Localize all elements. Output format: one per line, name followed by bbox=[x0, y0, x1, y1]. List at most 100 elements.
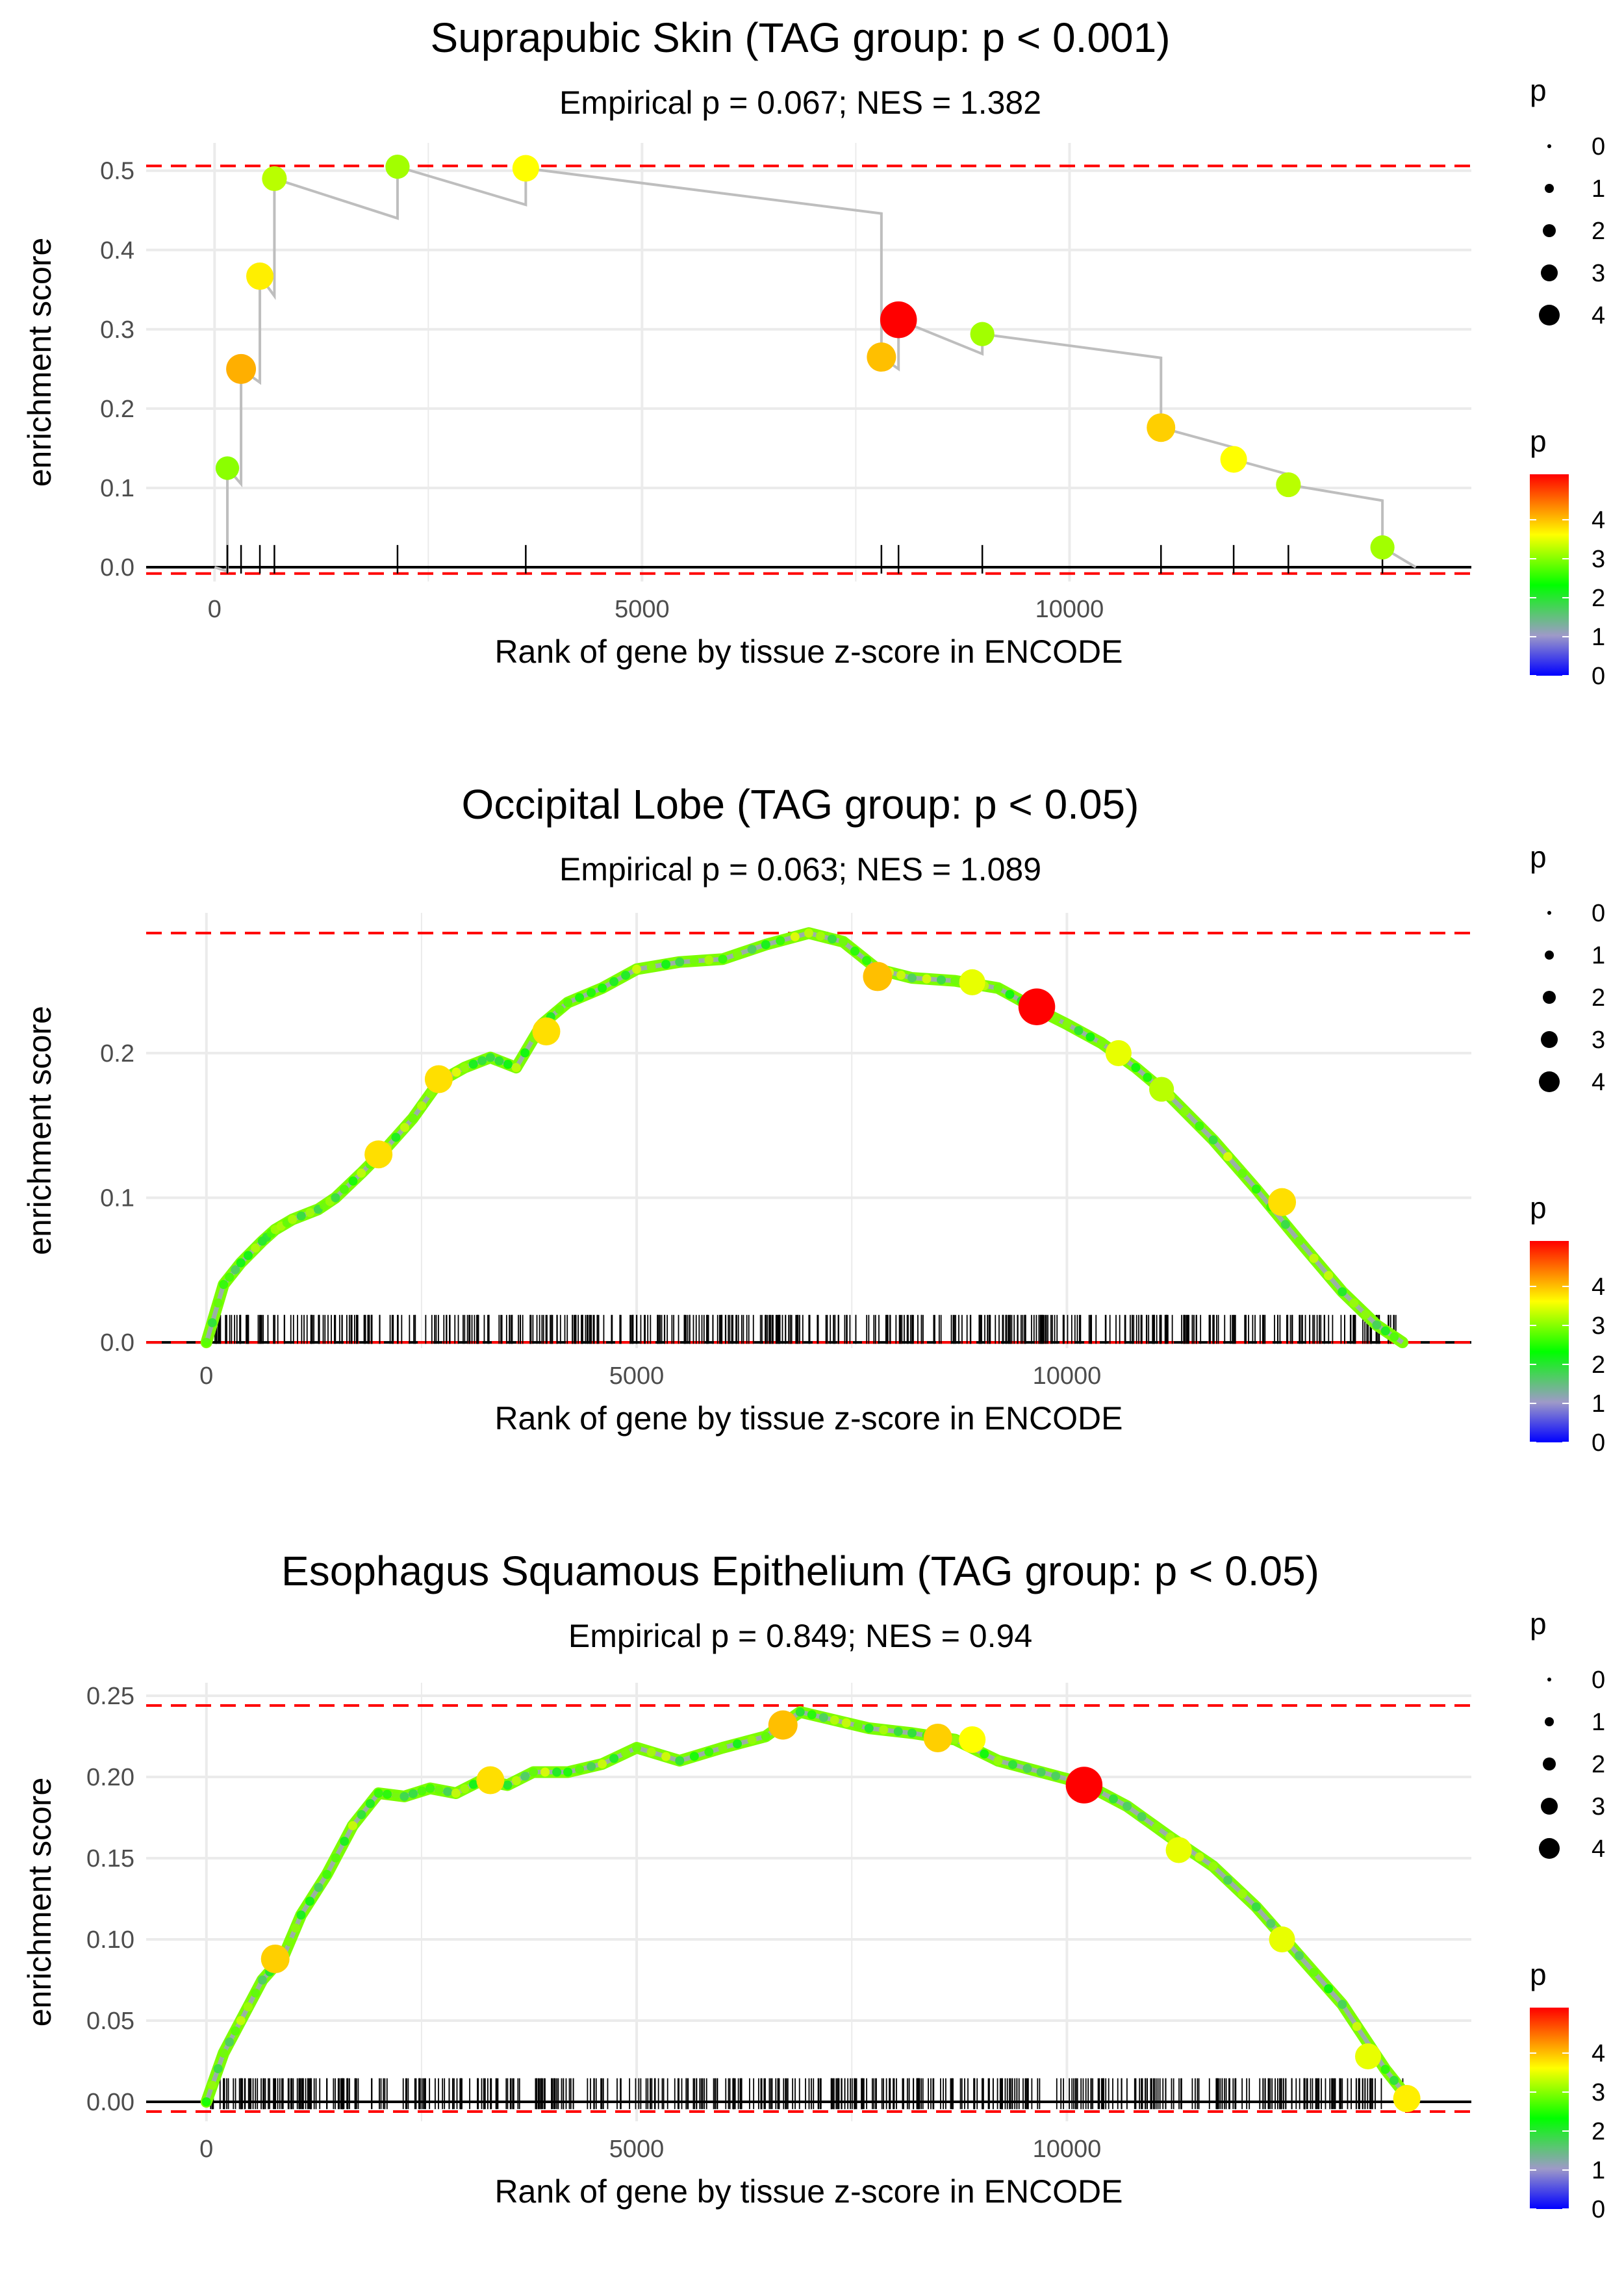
curve-point bbox=[1008, 1759, 1017, 1769]
curve-point bbox=[1208, 1135, 1218, 1145]
curve-point bbox=[1223, 1875, 1233, 1885]
curve-point bbox=[236, 1258, 246, 1268]
curve-point bbox=[646, 962, 656, 972]
curve-point bbox=[922, 974, 932, 984]
chart-title: Esophagus Squamous Epithelium (TAG group… bbox=[281, 1548, 1319, 1594]
curve-point bbox=[236, 2016, 246, 2025]
curve-point bbox=[575, 1765, 585, 1774]
curve-point bbox=[503, 1060, 513, 1069]
curve-point bbox=[365, 1799, 375, 1808]
curve-point bbox=[305, 1897, 314, 1906]
curve-point bbox=[1195, 1121, 1204, 1131]
color-legend-label: 1 bbox=[1592, 2157, 1605, 2184]
data-point bbox=[923, 1724, 952, 1752]
curve-point bbox=[451, 1067, 461, 1077]
curve-point bbox=[1137, 1812, 1147, 1822]
data-point bbox=[476, 1766, 505, 1795]
curve-point bbox=[1143, 1073, 1152, 1082]
curve-point bbox=[807, 1710, 817, 1720]
curve-point bbox=[251, 1988, 260, 1998]
grid-lines bbox=[146, 913, 1471, 1348]
data-point bbox=[1268, 1188, 1297, 1216]
curve-point bbox=[598, 1759, 607, 1769]
curve-point bbox=[689, 1752, 699, 1761]
y-tick-label: 0.0 bbox=[100, 554, 134, 581]
curve-point bbox=[1022, 1763, 1032, 1773]
curve-point bbox=[563, 998, 573, 1008]
curve-point bbox=[207, 2080, 217, 2090]
curve-point bbox=[225, 1272, 235, 1282]
curve-point bbox=[563, 1767, 573, 1777]
curve-point bbox=[417, 1101, 427, 1111]
y-tick-label: 0.2 bbox=[100, 396, 134, 423]
curve-point bbox=[1005, 990, 1015, 999]
size-legend-key bbox=[1543, 991, 1556, 1004]
y-tick-label: 0.05 bbox=[86, 2008, 134, 2035]
curve-point bbox=[675, 1756, 685, 1765]
curve-point bbox=[460, 1784, 470, 1794]
y-tick-label: 0.10 bbox=[86, 1926, 134, 1954]
curve-point bbox=[408, 1789, 418, 1798]
curve-point bbox=[529, 1767, 539, 1777]
color-legend-gradient bbox=[1530, 2008, 1569, 2209]
size-legend-key bbox=[1543, 224, 1556, 237]
curve-point bbox=[1208, 1861, 1218, 1871]
curve-point bbox=[1338, 2000, 1347, 2009]
chart-panel-3: Esophagus Squamous Epithelium (TAG group… bbox=[21, 1548, 1605, 2223]
color-legend-label: 0 bbox=[1592, 2196, 1605, 2223]
curve-point bbox=[632, 1743, 642, 1752]
size-legend-label: 2 bbox=[1592, 218, 1605, 245]
curve-point bbox=[400, 1123, 409, 1132]
curve-points bbox=[201, 928, 1399, 1348]
curve-point bbox=[1295, 1236, 1304, 1246]
curve-point bbox=[477, 1056, 487, 1066]
curve-point bbox=[296, 1910, 306, 1920]
curve-point bbox=[1223, 1152, 1233, 1162]
size-legend-label: 4 bbox=[1592, 302, 1605, 329]
curve-point bbox=[201, 1338, 211, 1348]
y-axis-title: enrichment score bbox=[21, 1006, 58, 1255]
curve-point bbox=[243, 1251, 253, 1260]
color-legend-label: 0 bbox=[1592, 1429, 1605, 1457]
data-point bbox=[1149, 1077, 1174, 1102]
color-legend-label: 2 bbox=[1592, 1351, 1605, 1379]
chart-subtitle: Empirical p = 0.067; NES = 1.382 bbox=[559, 84, 1041, 121]
curve-point bbox=[853, 1721, 863, 1730]
curve-point bbox=[443, 1787, 453, 1796]
curve-point bbox=[795, 1707, 805, 1717]
curve-point bbox=[1123, 1802, 1132, 1811]
curve-point bbox=[980, 1749, 989, 1759]
size-legend-label: 3 bbox=[1592, 1027, 1605, 1054]
y-tick-label: 0.3 bbox=[100, 316, 134, 344]
curve-point bbox=[1074, 1026, 1084, 1036]
curve-point bbox=[511, 1063, 521, 1073]
curve-point bbox=[879, 1725, 889, 1735]
x-tick-label: 5000 bbox=[609, 1362, 665, 1390]
data-point bbox=[1220, 446, 1247, 473]
curve-point bbox=[907, 1728, 917, 1738]
curve-point bbox=[733, 949, 742, 959]
data-point bbox=[1165, 1837, 1192, 1863]
x-tick-label: 5000 bbox=[615, 596, 670, 623]
curve-point bbox=[1389, 2076, 1399, 2085]
curve-point bbox=[1361, 1310, 1371, 1320]
curve-point bbox=[400, 1792, 409, 1801]
size-legend-key bbox=[1541, 1798, 1558, 1815]
curve-point bbox=[257, 1975, 267, 1985]
curve-point bbox=[1051, 1014, 1061, 1023]
x-tick-label: 0 bbox=[199, 2136, 213, 2163]
y-axis-title: enrichment score bbox=[21, 238, 58, 487]
size-legend-key bbox=[1547, 144, 1551, 148]
data-point bbox=[880, 301, 917, 339]
curve-point bbox=[468, 1059, 478, 1069]
curve-point bbox=[718, 1743, 728, 1752]
curve-point bbox=[460, 1063, 470, 1073]
color-legend-title: p bbox=[1530, 1958, 1547, 1991]
y-tick-label: 0.4 bbox=[100, 237, 134, 264]
curve-point bbox=[1251, 1902, 1261, 1911]
curve-point bbox=[1309, 1253, 1319, 1263]
size-legend-label: 2 bbox=[1592, 1751, 1605, 1778]
curve-point bbox=[632, 964, 642, 974]
curve-point bbox=[790, 932, 800, 941]
